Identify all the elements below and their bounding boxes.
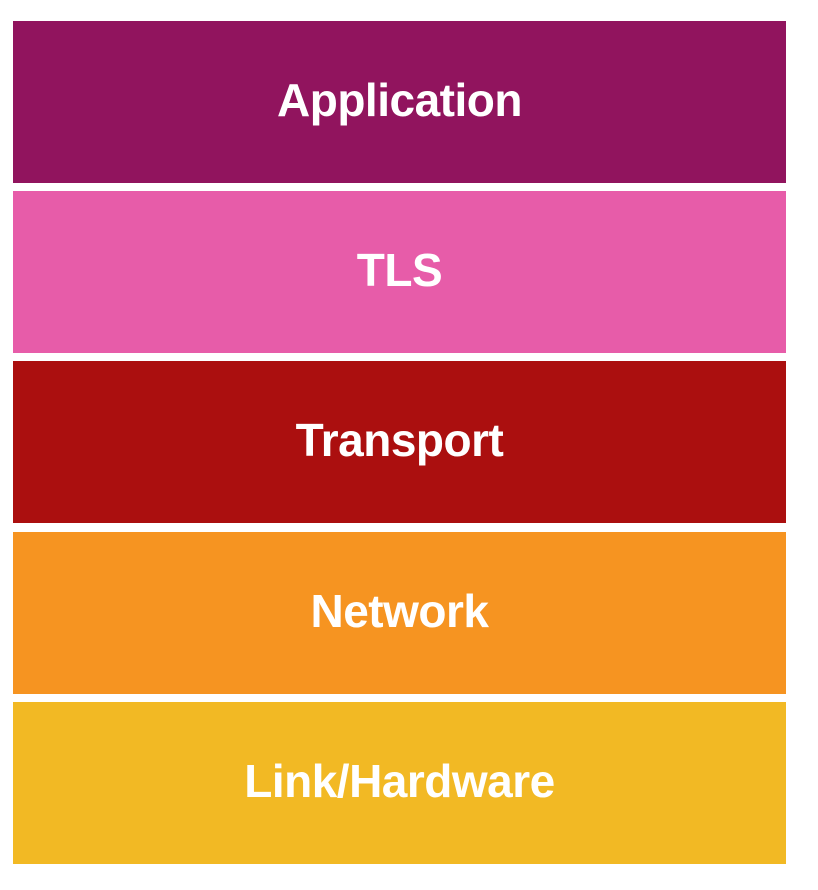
layer-label: Network	[310, 585, 489, 637]
layer-network: Network	[13, 532, 786, 694]
layer-application: Application	[13, 21, 786, 183]
layer-label: Link/Hardware	[244, 755, 555, 807]
layer-tls: TLS	[13, 191, 786, 353]
layer-transport: Transport	[13, 361, 786, 523]
layer-label: TLS	[356, 244, 443, 296]
layer-label: Transport	[295, 414, 504, 466]
protocol-stack: Application TLS Transport Network Link/H…	[13, 21, 786, 864]
layer-label: Application	[277, 74, 522, 126]
layer-link-hardware: Link/Hardware	[13, 702, 786, 864]
